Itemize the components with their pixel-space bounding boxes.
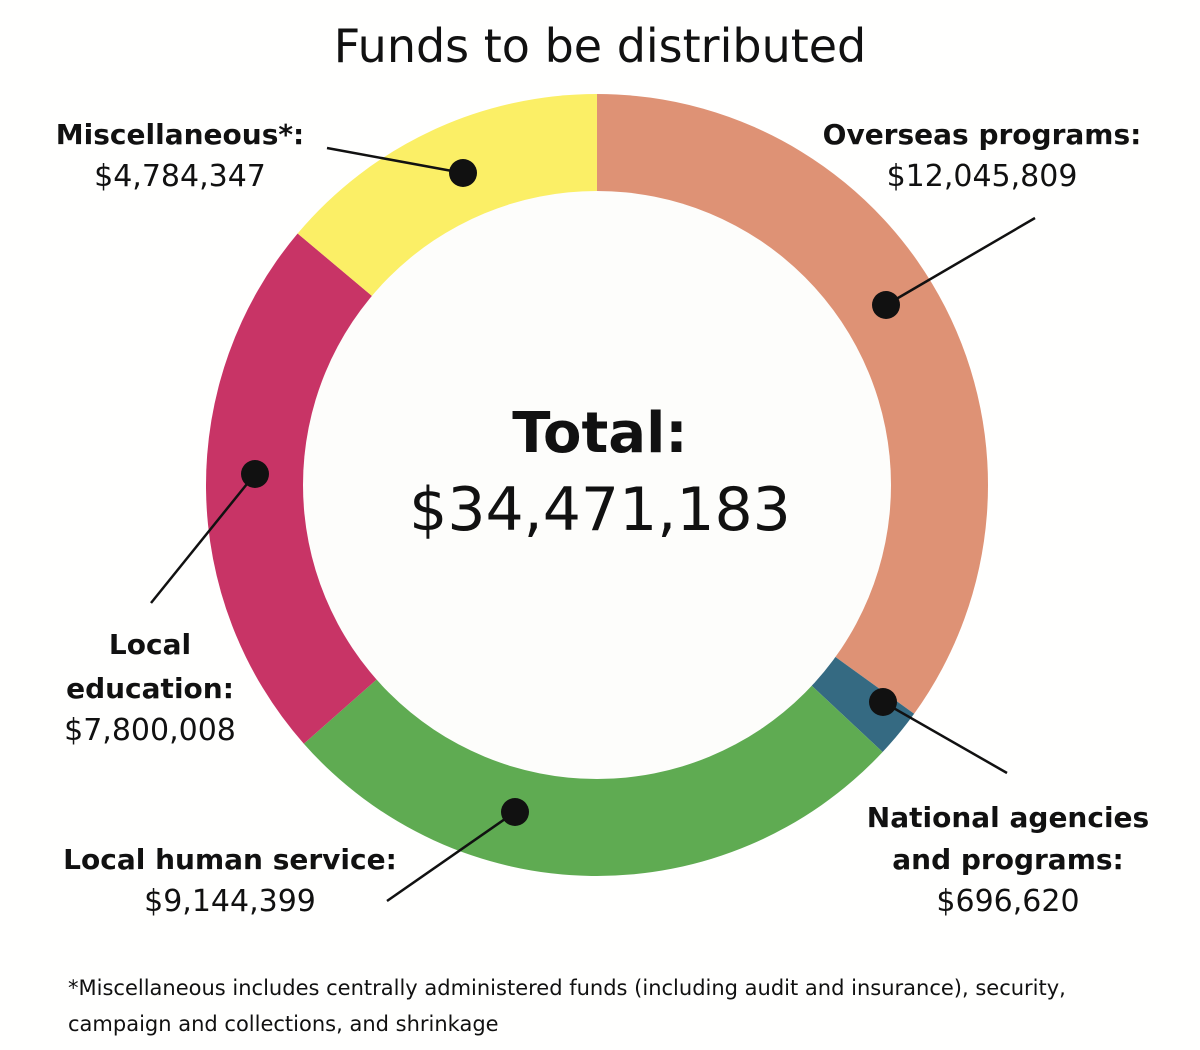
value-miscellaneous: $4,784,347 bbox=[94, 159, 266, 194]
donut-hole bbox=[303, 191, 891, 779]
value-human-service: $9,144,399 bbox=[144, 884, 316, 919]
leader-line-0 bbox=[885, 216, 1036, 307]
leader-line-1 bbox=[882, 700, 1008, 775]
label-national-line1: National agencies bbox=[867, 801, 1149, 834]
label-human-service: Local human service: bbox=[63, 843, 397, 876]
label-national-line2: and programs: bbox=[892, 843, 1124, 876]
center-value: $34,471,183 bbox=[409, 475, 791, 545]
label-education-line2: education: bbox=[66, 672, 234, 705]
leader-dot-4 bbox=[449, 159, 477, 187]
leader-line-4 bbox=[326, 146, 464, 175]
chart-title: Funds to be distributed bbox=[334, 19, 867, 73]
leader-dot-0 bbox=[872, 291, 900, 319]
leader-dot-1 bbox=[869, 688, 897, 716]
label-overseas: Overseas programs: bbox=[823, 118, 1142, 151]
value-education: $7,800,008 bbox=[64, 713, 236, 748]
leader-dot-3 bbox=[241, 460, 269, 488]
label-miscellaneous: Miscellaneous*: bbox=[56, 118, 304, 151]
value-overseas: $12,045,809 bbox=[887, 159, 1078, 194]
footnote-line1: *Miscellaneous includes centrally admini… bbox=[68, 976, 1066, 1000]
leader-dot-2 bbox=[501, 798, 529, 826]
center-label: Total: bbox=[512, 401, 687, 466]
label-education-line1: Local bbox=[109, 628, 191, 661]
value-national: $696,620 bbox=[936, 884, 1079, 919]
leader-line-3 bbox=[150, 473, 256, 604]
leader-lines bbox=[150, 146, 1036, 903]
footnote-line2: campaign and collections, and shrinkage bbox=[68, 1012, 499, 1036]
leader-line-2 bbox=[386, 810, 516, 903]
